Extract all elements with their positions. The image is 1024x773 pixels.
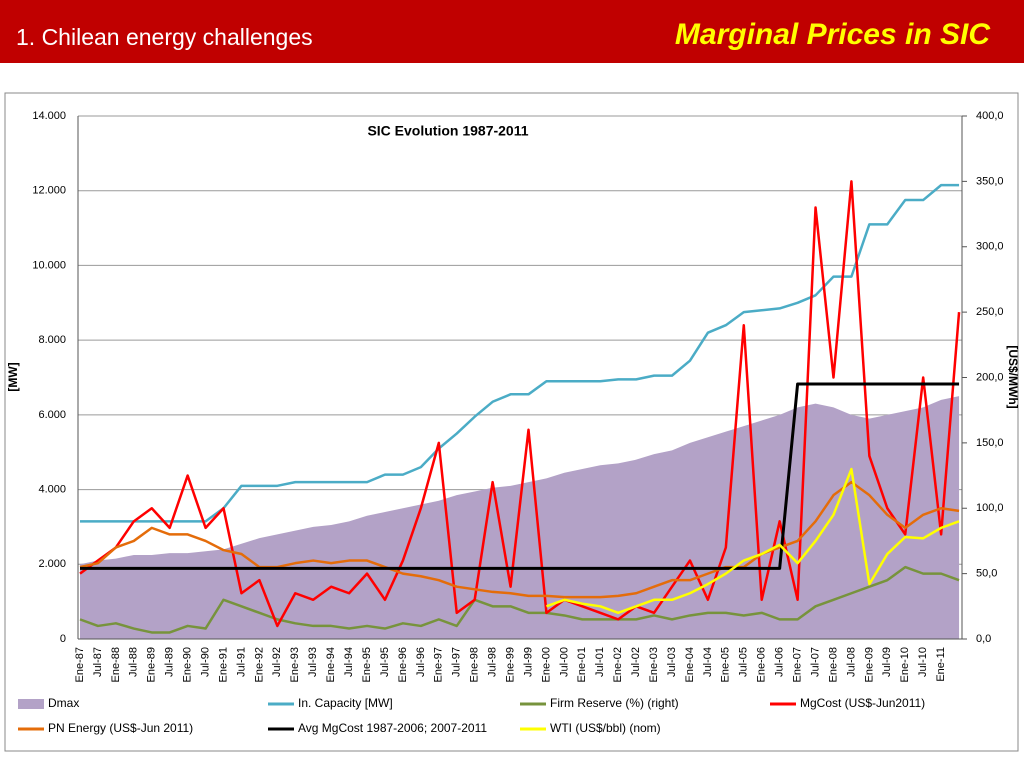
legend-swatch [18,699,44,709]
line [546,467,960,615]
chart-frame [4,92,1019,752]
x-tick-label: Ene-05 [720,647,732,682]
line [79,480,960,599]
y2-tick-label: 200,0 [976,371,1004,383]
x-tick-label: Ene-88 [110,647,122,682]
y-axis-label: [MW] [6,362,20,391]
x-tick-label: Jul-95 [379,647,391,677]
y-tick-label: 8.000 [38,334,66,346]
x-tick-label: Jul-01 [594,647,606,677]
x-tick-label: Ene-98 [469,647,481,682]
y-tick-label: 4.000 [38,483,66,495]
header-title: 1. Chilean energy challenges [16,24,313,50]
x-tick-label: Ene-90 [182,647,194,682]
x-tick-label: Ene-04 [684,647,696,682]
y2-tick-label: 350,0 [976,175,1004,187]
x-tick-label: Ene-07 [792,647,804,682]
x-tick-label: Jul-97 [451,647,463,677]
x-tick-label: Jul-90 [199,647,211,677]
x-tick-label: Ene-03 [648,647,660,682]
x-tick-label: Jul-94 [343,647,355,677]
legend-label: Avg MgCost 1987-2006; 2007-2011 [298,721,487,735]
x-tick-label: Ene-89 [146,647,158,682]
x-tick-label: Jul-92 [271,647,283,677]
line [79,565,960,634]
x-tick-label: Jul-05 [738,647,750,677]
legend-label: Dmax [48,696,79,710]
y2-tick-label: 400,0 [976,110,1004,122]
x-tick-label: Jul-98 [487,647,499,677]
y-tick-label: 14.000 [32,110,66,122]
line [79,180,961,628]
x-tick-label: Ene-95 [361,647,373,682]
x-tick-label: Ene-08 [827,647,839,682]
x-tick-label: Ene-10 [899,647,911,682]
x-tick-label: Jul-09 [881,647,893,677]
y2-tick-label: 100,0 [976,502,1004,514]
legend-label: MgCost (US$-Jun2011) [800,696,925,710]
x-tick-label: Jul-10 [917,647,929,677]
y2-tick-label: 150,0 [976,437,1004,449]
x-tick-label: Ene-94 [325,647,337,682]
x-tick-label: Jul-02 [630,647,642,677]
x-tick-label: Jul-03 [666,647,678,677]
y-tick-label: 10.000 [32,259,66,271]
legend-label: WTI (US$/bbl) (nom) [550,721,661,735]
line [80,382,960,570]
header-subtitle: Marginal Prices in SIC [675,18,991,51]
x-tick-label: Jul-89 [164,647,176,677]
x-tick-label: Jul-08 [845,647,857,677]
y-tick-label: 2.000 [38,558,66,570]
chart-title: SIC Evolution 1987-2011 [367,123,528,139]
x-tick-label: Jul-87 [92,647,104,677]
x-tick-label: Ene-99 [504,647,516,682]
header-bar [0,0,1024,63]
x-tick-label: Ene-87 [74,647,86,682]
legend-label: In. Capacity [MW] [298,696,393,710]
y2-tick-label: 250,0 [976,306,1004,318]
x-tick-label: Ene-09 [863,647,875,682]
x-tick-label: Jul-96 [415,647,427,677]
x-tick-label: Ene-02 [612,647,624,682]
x-tick-label: Jul-99 [522,647,534,677]
x-tick-label: Ene-97 [433,647,445,682]
x-tick-label: Jul-93 [307,647,319,677]
legend-label: PN Energy (US$-Jun 2011) [48,721,193,735]
x-tick-label: Jul-00 [558,647,570,677]
y2-tick-label: 300,0 [976,241,1004,253]
x-tick-label: Ene-00 [540,647,552,682]
legend-label: Firm Reserve (%) (right) [550,696,679,710]
y2-axis-label: [US$/MWh] [1006,345,1020,408]
x-tick-label: Jul-91 [235,647,247,677]
x-tick-label: Jul-88 [128,647,140,677]
y-tick-label: 12.000 [32,185,66,197]
y2-tick-label: 50,0 [976,568,997,580]
x-tick-label: Ene-01 [576,647,588,682]
x-tick-label: Ene-06 [756,647,768,682]
x-tick-label: Jul-04 [702,647,714,677]
x-tick-label: Ene-11 [935,647,947,682]
x-tick-label: Ene-96 [397,647,409,682]
y-tick-label: 6.000 [38,409,66,421]
x-tick-label: Jul-07 [809,647,821,677]
x-tick-label: Ene-91 [217,647,229,682]
x-tick-label: Ene-92 [253,647,265,682]
y2-tick-label: 0,0 [976,633,991,645]
x-tick-label: Jul-06 [774,647,786,677]
y-tick-label: 0 [60,633,66,645]
x-tick-label: Ene-93 [289,647,301,682]
